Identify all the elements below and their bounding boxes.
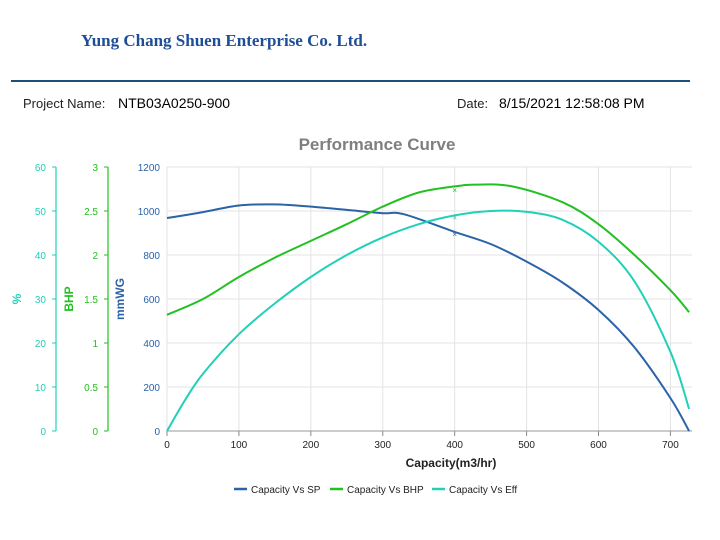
sp-tick-label: 200	[143, 383, 160, 394]
series-sp-line	[166, 203, 690, 432]
bhp-tick-label: 0.5	[84, 383, 98, 394]
chart-title: Performance Curve	[299, 135, 456, 154]
eff-tick-label: 30	[35, 295, 47, 306]
legend: Capacity Vs SP Capacity Vs BHP Capacity Vs…	[234, 485, 517, 496]
eff-tick-label: 60	[35, 163, 47, 174]
eff-tick-label: 0	[40, 427, 46, 438]
bhp-tick-label: 1.5	[84, 295, 98, 306]
header-divider	[11, 80, 690, 82]
series-eff-line	[166, 209, 691, 432]
bhp-tick-label: 2.5	[84, 207, 98, 218]
x-tick-label: 200	[302, 440, 319, 451]
sp-tick-label: 800	[143, 251, 160, 262]
grid-layer	[166, 166, 692, 432]
bhp-tick-label: 1	[92, 339, 98, 350]
x-tick-label: 100	[231, 440, 248, 451]
sp-tick-label: 400	[143, 339, 160, 350]
x-tick-label: 600	[590, 440, 607, 451]
sp-tick-label: 0	[154, 427, 160, 438]
x-tick-label: 300	[374, 440, 391, 451]
x-tick-label: 700	[662, 440, 679, 451]
eff-tick-label: 50	[35, 207, 47, 218]
sp-tick-label: 1200	[138, 163, 161, 174]
legend-label-bhp: Capacity Vs BHP	[347, 485, 424, 496]
bhp-tick-label: 0	[92, 427, 98, 438]
bhp-axis-label: BHP	[62, 286, 76, 311]
legend-label-eff: Capacity Vs Eff	[449, 485, 517, 496]
date-label: Date:	[457, 96, 489, 111]
series-bhp-line	[166, 183, 690, 316]
project-name-label: Project Name:	[23, 96, 106, 111]
eff-axis-label: %	[10, 293, 24, 304]
sp-tick-label: 1000	[138, 207, 161, 218]
project-name-value: NTB03A0250-900	[118, 95, 231, 111]
x-tick-label: 400	[446, 440, 463, 451]
bhp-tick-label: 2	[92, 251, 98, 262]
eff-tick-label: 40	[35, 251, 47, 262]
series-layer: × × ×	[166, 183, 691, 432]
series-eff-marker: ×	[452, 214, 457, 223]
bhp-tick-label: 3	[92, 163, 98, 174]
sp-tick-label: 600	[143, 295, 160, 306]
company-name: Yung Chang Shuen Enterprise Co. Ltd.	[81, 31, 368, 50]
series-sp-marker: ×	[452, 230, 457, 239]
eff-tick-label: 10	[35, 383, 47, 394]
x-tick-label: 0	[164, 440, 170, 451]
x-axis-label: Capacity(m3/hr)	[406, 456, 497, 470]
eff-tick-label: 20	[35, 339, 47, 350]
x-tick-label: 500	[518, 440, 535, 451]
series-bhp-marker: ×	[452, 186, 457, 195]
date-value: 8/15/2021 12:58:08 PM	[499, 95, 645, 111]
legend-label-sp: Capacity Vs SP	[251, 485, 321, 496]
sp-axis-label: mmWG	[113, 278, 127, 320]
